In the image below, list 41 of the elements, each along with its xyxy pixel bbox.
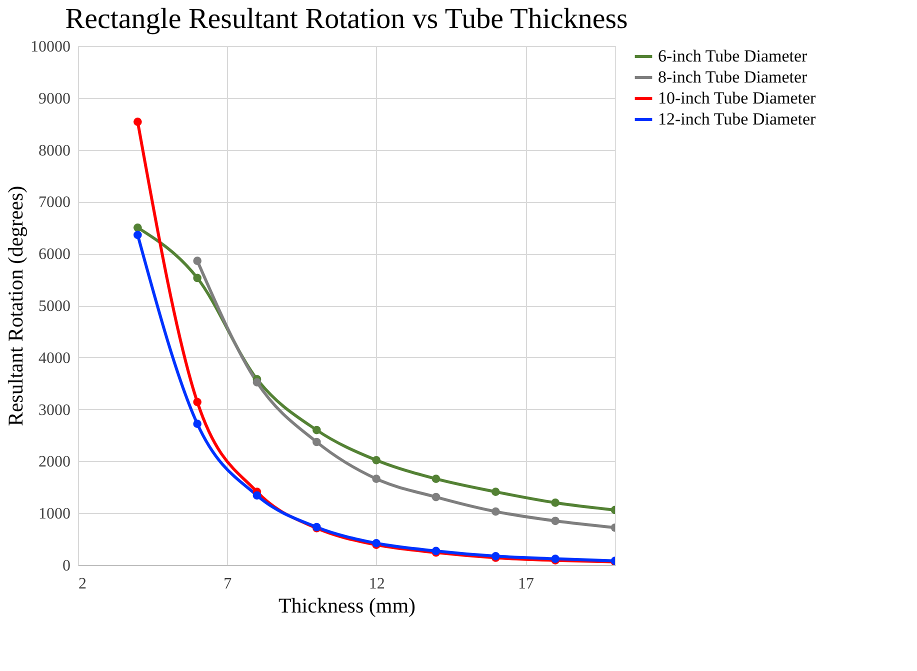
legend-label: 10-inch Tube Diameter — [658, 88, 816, 108]
point — [193, 274, 202, 282]
point — [193, 420, 202, 428]
x-tick-label: 2 — [78, 576, 86, 592]
legend-label: 12-inch Tube Diameter — [658, 110, 816, 128]
point — [432, 492, 440, 502]
y-tick-label: 0 — [62, 558, 70, 574]
y-tick-label: 2000 — [38, 454, 70, 471]
point — [193, 256, 202, 266]
x-axis-title: Thickness (mm) — [278, 594, 416, 618]
point — [372, 474, 381, 484]
x-tick-label: 12 — [368, 576, 385, 592]
x-tick-label: 7 — [224, 576, 232, 592]
point — [491, 488, 500, 496]
y-tick-label: 9000 — [38, 90, 70, 108]
point — [432, 474, 440, 484]
y-tick-label: 8000 — [38, 142, 70, 160]
point — [372, 456, 381, 464]
point — [312, 426, 321, 434]
legend-label: 6-inch Tube Diameter — [658, 46, 808, 66]
point — [133, 223, 142, 232]
point — [193, 398, 202, 406]
y-tick-label: 7000 — [38, 194, 70, 212]
point — [312, 438, 321, 446]
y-tick-label: 10000 — [30, 38, 70, 56]
point — [252, 491, 262, 500]
y-axis-title: Resultant Rotation (degrees) — [4, 186, 28, 426]
point — [551, 498, 560, 507]
point — [551, 516, 560, 526]
chart-title: Rectangle Resultant Rotation vs Tube Thickness — [65, 3, 628, 35]
point — [133, 230, 142, 240]
y-tick-label: 5000 — [38, 298, 70, 315]
legend-label: 8-inch Tube Diameter — [658, 68, 808, 86]
y-tick-label: 4000 — [38, 350, 70, 367]
point — [133, 118, 142, 126]
point — [491, 507, 500, 516]
y-tick-label: 3000 — [38, 402, 70, 419]
y-tick-label: 6000 — [38, 246, 70, 264]
y-tick-label: 1000 — [38, 506, 70, 523]
x-tick-label: 17 — [518, 576, 534, 592]
point — [252, 378, 262, 386]
